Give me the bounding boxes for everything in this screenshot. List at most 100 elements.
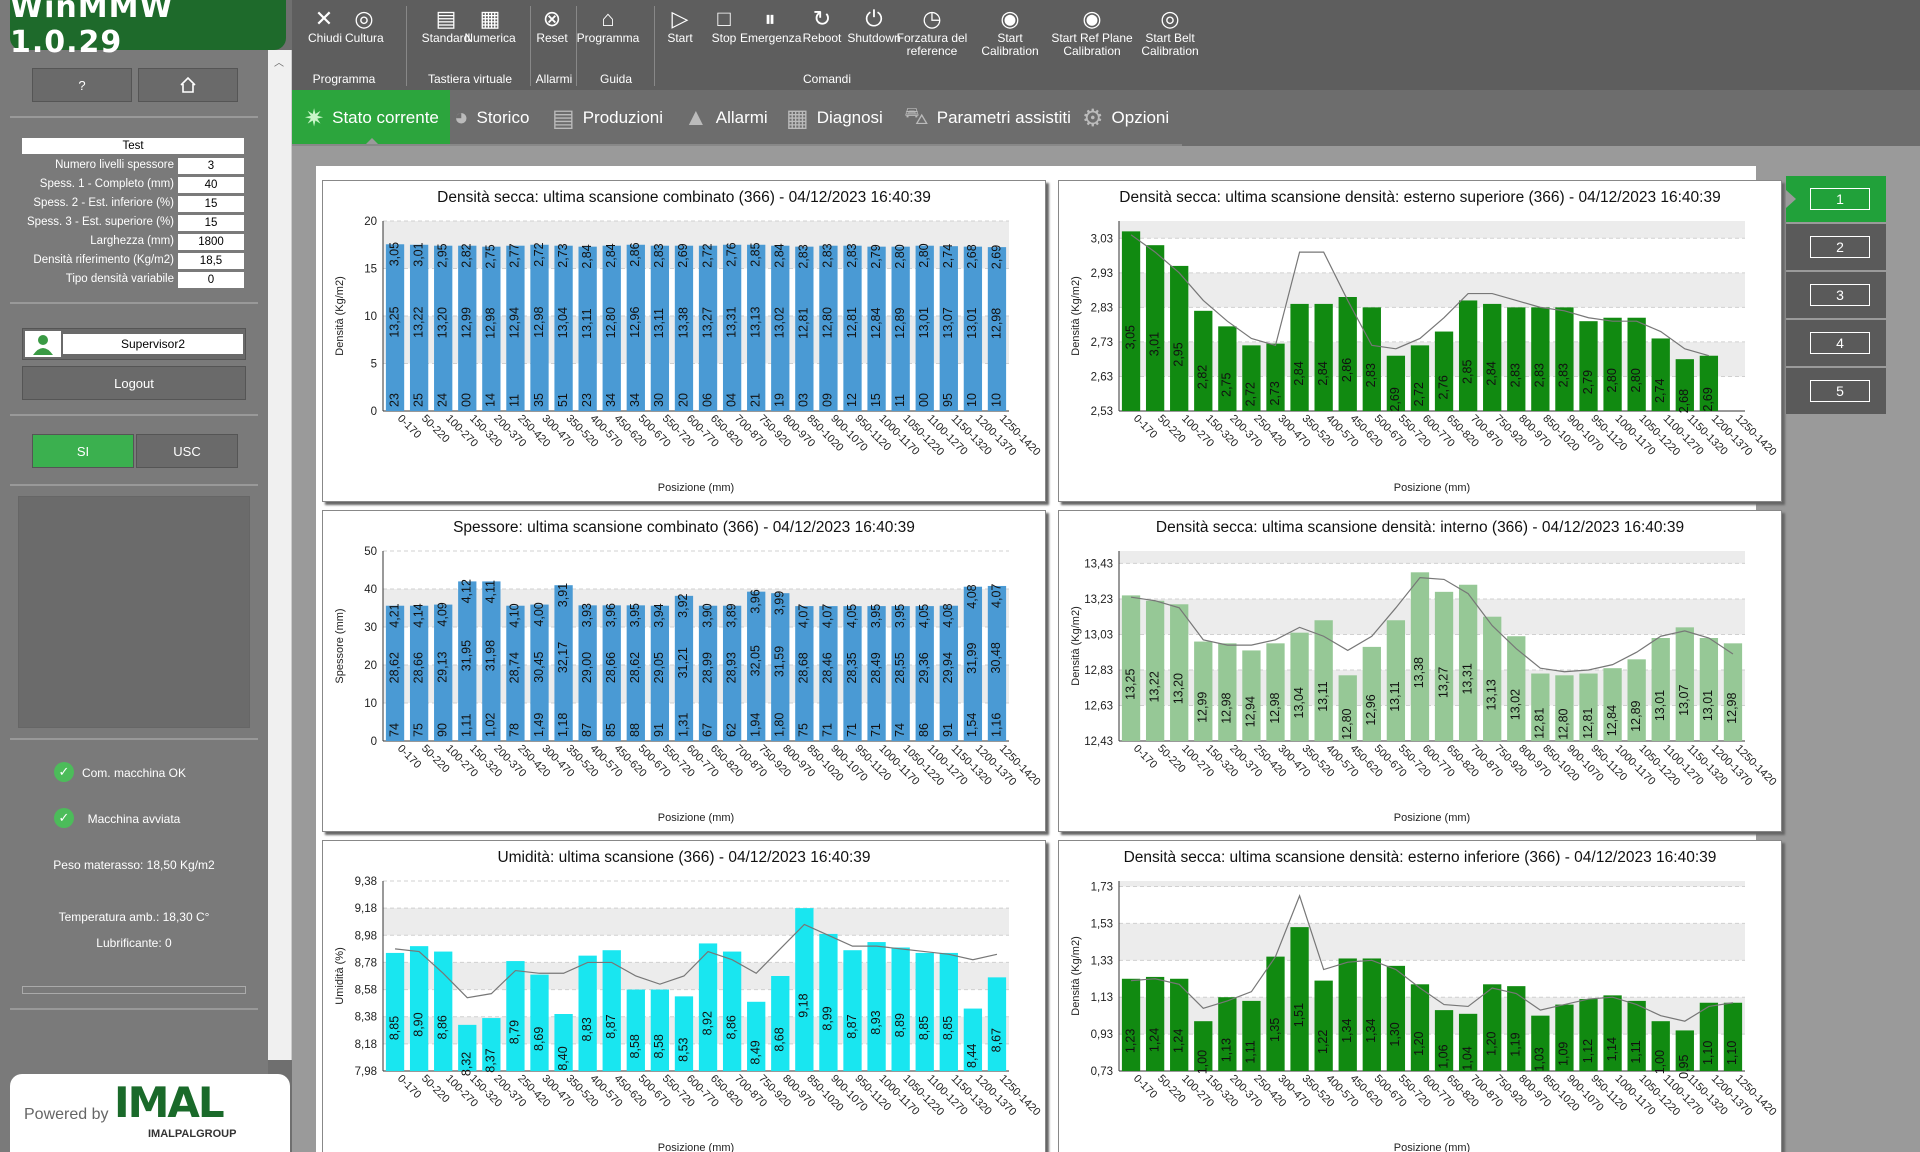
page-label: 2 <box>1810 236 1870 258</box>
page-button-4[interactable]: 4 <box>1786 320 1886 366</box>
ribbon-button-shutdown[interactable]: ⏻ Shutdown <box>845 6 903 45</box>
bar-value-label: 3,92 <box>676 593 690 617</box>
bar <box>1410 345 1430 411</box>
logout-button[interactable]: Logout <box>22 366 246 400</box>
bar-value-label: 1,00 <box>1196 1050 1210 1074</box>
y-tick-label: 12,63 <box>1084 700 1113 712</box>
bar <box>1651 338 1670 411</box>
bar-value-label: 19 <box>773 393 787 407</box>
belt-icon: ◎ <box>1160 6 1180 31</box>
bar-value-label: 2,84 <box>1292 361 1306 385</box>
imal-logo: IMAL <box>114 1078 225 1127</box>
bar-value-label: 2,68 <box>965 244 979 268</box>
y-tick-label: 8,98 <box>355 930 377 942</box>
ribbon-button-reboot[interactable]: ↻ Reboot <box>799 6 845 45</box>
bar-value-label: 12,81 <box>845 307 859 338</box>
bar <box>1627 659 1646 741</box>
bar-value-label: 2,80 <box>893 244 907 268</box>
bar-value-label: 4,07 <box>821 604 835 628</box>
bar <box>1699 355 1719 411</box>
tab-storico[interactable]: ◕ Storico <box>454 90 550 146</box>
bar-value-label: 2,80 <box>1605 368 1619 392</box>
tab-allarmi[interactable]: ▲ Allarmi <box>684 90 784 146</box>
bar-value-label: 8,90 <box>411 1012 425 1036</box>
bar <box>1410 572 1430 741</box>
ribbon-button-programma[interactable]: ⌂ Programma <box>573 6 643 45</box>
bar-value-label: 71 <box>821 723 835 737</box>
bar <box>409 605 429 741</box>
bar-value-label: 13,13 <box>1484 679 1498 710</box>
ribbon-group-label: Tastiera virtuale <box>427 72 513 86</box>
tab-diagnosi[interactable]: ▦ Diagnosi <box>786 90 902 146</box>
bar <box>1170 265 1189 411</box>
ribbon-button-start-belt-calibration[interactable]: ◎ Start Belt Calibration <box>1135 6 1205 58</box>
tab-opzioni[interactable]: ⚙ Opzioni <box>1082 90 1182 146</box>
ribbon-button-label: Standard <box>421 31 471 45</box>
ribbon-button-numerica[interactable]: ▦ Numerica <box>462 6 518 45</box>
ribbon-button-chiudi[interactable]: ✕ Chiudi <box>308 6 342 45</box>
home-button[interactable] <box>138 68 238 102</box>
x-tick-label: 0-170 <box>395 743 423 771</box>
bar <box>1242 650 1261 741</box>
ribbon-button-standard[interactable]: ▤ Standard <box>419 6 473 45</box>
page-button-2[interactable]: 2 <box>1786 224 1886 270</box>
tab-produzioni[interactable]: ▤ Produzioni <box>552 90 682 146</box>
tab-stato-corrente[interactable]: ✷ Stato corrente <box>292 90 450 146</box>
sidebar-scrollbar[interactable]: ︿ <box>268 50 292 1060</box>
bar-value-label: 2,83 <box>1509 363 1523 387</box>
x-tick-label: 0-170 <box>1131 413 1159 441</box>
user-name: Supervisor2 <box>63 334 243 354</box>
bar <box>434 951 453 1071</box>
usc-button[interactable]: USC <box>136 434 238 468</box>
bar <box>1507 986 1526 1071</box>
bar-value-label: 13,11 <box>652 308 666 338</box>
bar-value-label: 12,80 <box>1557 708 1571 739</box>
bar-value-label: 8,58 <box>652 1034 666 1058</box>
bar <box>1314 620 1333 741</box>
stop-icon: □ <box>717 6 731 31</box>
bar <box>843 606 862 741</box>
bar-value-label: 8,68 <box>773 1027 787 1051</box>
bar <box>482 1018 501 1071</box>
bar <box>891 246 910 411</box>
bar-value-label: 13,38 <box>1412 657 1426 688</box>
bar-value-label: 06 <box>700 393 714 407</box>
y-tick-label: 30 <box>364 622 377 634</box>
bar <box>722 605 742 741</box>
ribbon-button-forzatura-del-reference[interactable]: ◷ Forzatura del reference <box>892 6 972 58</box>
bar-value-label: 28,66 <box>604 652 618 683</box>
ribbon-toolbar: ✕ Chiudi ◎ Cultura ▤ Standard ▦ Numerica ⊗ Reset ⌂… <box>292 0 1920 90</box>
bar-value-label: 1,10 <box>1725 1041 1739 1065</box>
bar-value-label: 4,12 <box>460 579 474 603</box>
page-button-5[interactable]: 5 <box>1786 368 1886 414</box>
bar <box>1362 958 1381 1071</box>
bar <box>1434 1010 1454 1071</box>
bar-value-label: 13,02 <box>773 307 787 338</box>
bar <box>915 952 934 1071</box>
bar <box>578 955 597 1071</box>
globe-icon: ◎ <box>354 6 374 31</box>
bar-value-label: 74 <box>387 723 401 737</box>
ribbon-button-cultura[interactable]: ◎ Cultura <box>345 6 384 45</box>
ribbon-button-start[interactable]: ▷ Start <box>663 6 697 45</box>
bar-value-label: 12,81 <box>797 307 811 338</box>
bar <box>1723 1002 1743 1071</box>
bar <box>1434 591 1454 741</box>
bar-value-label: 1,18 <box>556 713 570 737</box>
ribbon-button-reset[interactable]: ⊗ Reset <box>534 6 570 45</box>
si-button[interactable]: SI <box>32 434 134 468</box>
y-tick-label: 2,93 <box>1091 268 1113 280</box>
ribbon-button-start-ref-plane-calibration[interactable]: ◉ Start Ref Plane Calibration <box>1047 6 1137 58</box>
page-button-1[interactable]: 1 <box>1786 176 1886 222</box>
y-tick-label: 9,38 <box>355 876 377 888</box>
tab-label: Diagnosi <box>816 108 883 127</box>
bar-value-label: 1,10 <box>1701 1041 1715 1065</box>
ribbon-button-stop[interactable]: □ Stop <box>707 6 741 45</box>
x-axis-label: Posizione (mm) <box>1394 1142 1470 1152</box>
ribbon-button-emergenza[interactable]: ⏸ Emergenza <box>740 6 801 45</box>
bar-value-label: 10 <box>989 393 1003 407</box>
help-button[interactable]: ? <box>32 68 132 102</box>
page-button-3[interactable]: 3 <box>1786 272 1886 318</box>
tab-parametri-assistiti[interactable]: ⛍ Parametri assistiti <box>904 90 1080 146</box>
ribbon-button-start-calibration[interactable]: ◉ Start Calibration <box>980 6 1040 58</box>
